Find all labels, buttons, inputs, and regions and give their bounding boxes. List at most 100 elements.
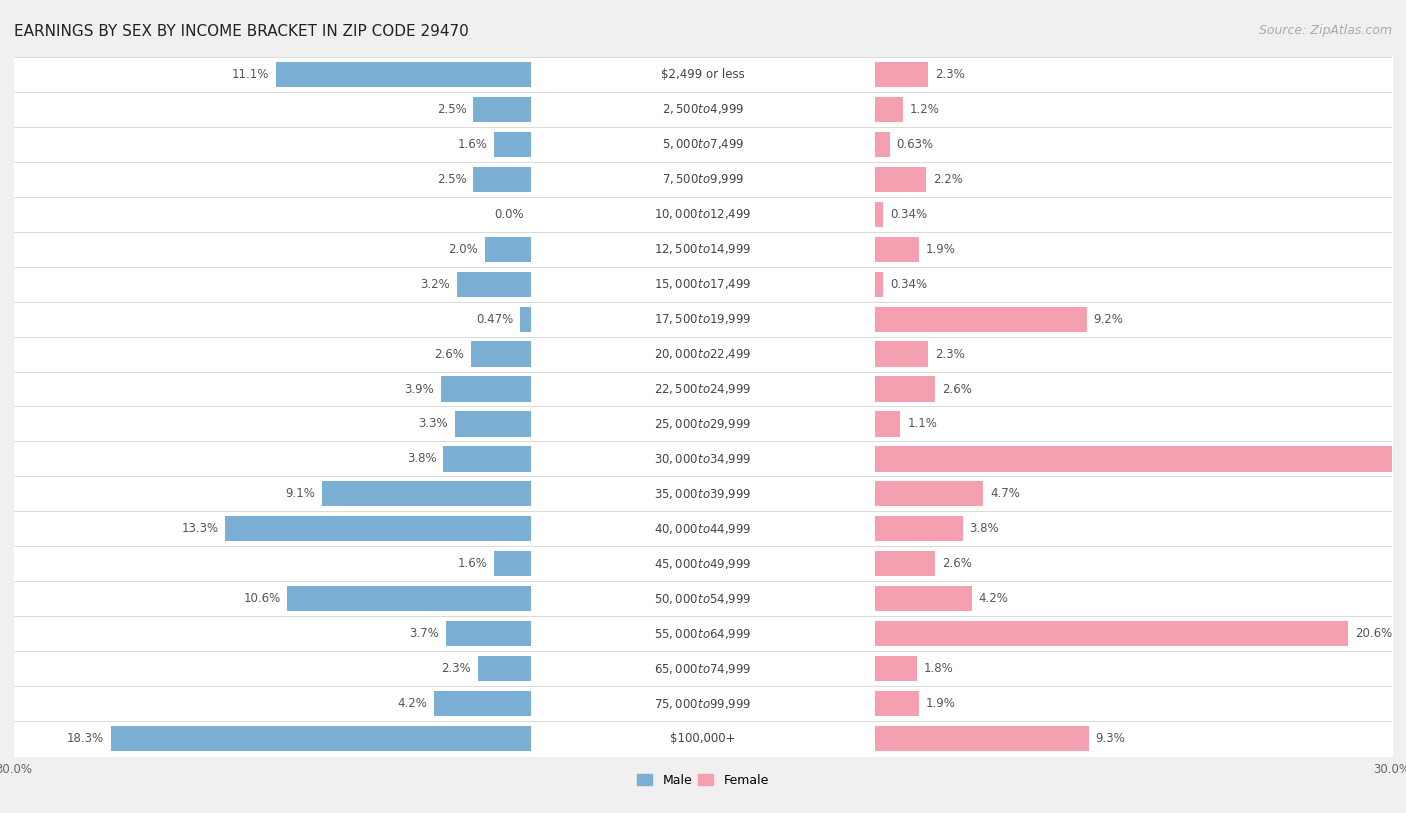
Bar xyxy=(494,551,531,576)
Text: 1.6%: 1.6% xyxy=(457,138,486,150)
Text: $10,000 to $12,499: $10,000 to $12,499 xyxy=(654,207,752,221)
Bar xyxy=(875,237,920,262)
Bar xyxy=(111,726,531,751)
Text: $2,500 to $4,999: $2,500 to $4,999 xyxy=(662,102,744,116)
Text: 1.2%: 1.2% xyxy=(910,103,939,115)
Text: 3.7%: 3.7% xyxy=(409,628,439,640)
Text: $40,000 to $44,999: $40,000 to $44,999 xyxy=(654,522,752,536)
Text: $7,500 to $9,999: $7,500 to $9,999 xyxy=(662,172,744,186)
Bar xyxy=(875,551,935,576)
Text: 3.2%: 3.2% xyxy=(420,278,450,290)
Text: 18.3%: 18.3% xyxy=(66,733,104,745)
Bar xyxy=(875,272,883,297)
Bar xyxy=(474,167,531,192)
Bar xyxy=(443,446,531,472)
Text: 1.8%: 1.8% xyxy=(924,663,953,675)
Text: $17,500 to $19,999: $17,500 to $19,999 xyxy=(654,312,752,326)
Text: 2.2%: 2.2% xyxy=(932,173,963,185)
Bar xyxy=(875,307,1087,332)
Text: $15,000 to $17,499: $15,000 to $17,499 xyxy=(654,277,752,291)
Text: 9.3%: 9.3% xyxy=(1095,733,1125,745)
Bar xyxy=(875,97,903,122)
Bar xyxy=(478,656,531,681)
Text: $100,000+: $100,000+ xyxy=(671,733,735,745)
Text: $30,000 to $34,999: $30,000 to $34,999 xyxy=(654,452,752,466)
Bar xyxy=(875,411,900,437)
Bar xyxy=(875,446,1406,472)
Bar xyxy=(474,97,531,122)
Bar xyxy=(875,586,972,611)
Text: 13.3%: 13.3% xyxy=(181,523,218,535)
Text: 2.6%: 2.6% xyxy=(942,383,972,395)
Text: Source: ZipAtlas.com: Source: ZipAtlas.com xyxy=(1258,24,1392,37)
Text: 1.6%: 1.6% xyxy=(457,558,486,570)
Text: $12,500 to $14,999: $12,500 to $14,999 xyxy=(654,242,752,256)
Text: 2.3%: 2.3% xyxy=(935,68,965,80)
Text: $22,500 to $24,999: $22,500 to $24,999 xyxy=(654,382,752,396)
Text: 4.2%: 4.2% xyxy=(979,593,1008,605)
Bar xyxy=(322,481,531,506)
Text: $35,000 to $39,999: $35,000 to $39,999 xyxy=(654,487,752,501)
Bar xyxy=(457,272,531,297)
Text: 4.2%: 4.2% xyxy=(398,698,427,710)
Bar xyxy=(434,691,531,716)
Bar xyxy=(471,341,531,367)
Text: 2.5%: 2.5% xyxy=(437,103,467,115)
Text: $55,000 to $64,999: $55,000 to $64,999 xyxy=(654,627,752,641)
Text: 3.3%: 3.3% xyxy=(419,418,449,430)
Text: 1.1%: 1.1% xyxy=(907,418,938,430)
Bar xyxy=(875,726,1088,751)
Text: 0.34%: 0.34% xyxy=(890,208,927,220)
Bar xyxy=(875,132,890,157)
Bar xyxy=(875,656,917,681)
Bar xyxy=(456,411,531,437)
Bar xyxy=(875,202,883,227)
Bar xyxy=(875,481,983,506)
Text: 0.63%: 0.63% xyxy=(897,138,934,150)
Bar xyxy=(875,376,935,402)
Text: 0.0%: 0.0% xyxy=(495,208,524,220)
Text: $25,000 to $29,999: $25,000 to $29,999 xyxy=(654,417,752,431)
Bar xyxy=(225,516,531,541)
Text: 3.9%: 3.9% xyxy=(405,383,434,395)
Text: 11.1%: 11.1% xyxy=(232,68,269,80)
Text: 9.1%: 9.1% xyxy=(285,488,315,500)
Text: $50,000 to $54,999: $50,000 to $54,999 xyxy=(654,592,752,606)
Text: $2,499 or less: $2,499 or less xyxy=(661,68,745,80)
Text: 10.6%: 10.6% xyxy=(243,593,280,605)
Text: 2.3%: 2.3% xyxy=(935,348,965,360)
Text: 2.3%: 2.3% xyxy=(441,663,471,675)
Bar xyxy=(520,307,531,332)
Bar xyxy=(446,621,531,646)
Bar xyxy=(875,516,963,541)
Text: $65,000 to $74,999: $65,000 to $74,999 xyxy=(654,662,752,676)
Text: 2.5%: 2.5% xyxy=(437,173,467,185)
Text: $75,000 to $99,999: $75,000 to $99,999 xyxy=(654,697,752,711)
Text: 9.2%: 9.2% xyxy=(1094,313,1123,325)
Bar xyxy=(485,237,531,262)
Bar xyxy=(875,167,925,192)
Text: 3.8%: 3.8% xyxy=(969,523,1000,535)
Text: 2.0%: 2.0% xyxy=(449,243,478,255)
Bar xyxy=(875,691,920,716)
Bar xyxy=(276,62,531,87)
Legend: Male, Female: Male, Female xyxy=(633,769,773,792)
Text: 0.34%: 0.34% xyxy=(890,278,927,290)
Text: 2.6%: 2.6% xyxy=(434,348,464,360)
Text: $20,000 to $22,499: $20,000 to $22,499 xyxy=(654,347,752,361)
Text: 1.9%: 1.9% xyxy=(925,243,956,255)
Bar xyxy=(494,132,531,157)
Bar xyxy=(875,621,1348,646)
Text: 4.7%: 4.7% xyxy=(990,488,1019,500)
Text: $45,000 to $49,999: $45,000 to $49,999 xyxy=(654,557,752,571)
Bar xyxy=(441,376,531,402)
Text: 0.47%: 0.47% xyxy=(475,313,513,325)
Text: 2.6%: 2.6% xyxy=(942,558,972,570)
Text: EARNINGS BY SEX BY INCOME BRACKET IN ZIP CODE 29470: EARNINGS BY SEX BY INCOME BRACKET IN ZIP… xyxy=(14,24,468,39)
Bar xyxy=(287,586,531,611)
Text: 3.8%: 3.8% xyxy=(406,453,437,465)
Bar xyxy=(875,62,928,87)
Bar xyxy=(875,341,928,367)
Text: 20.6%: 20.6% xyxy=(1355,628,1392,640)
Text: 1.9%: 1.9% xyxy=(925,698,956,710)
